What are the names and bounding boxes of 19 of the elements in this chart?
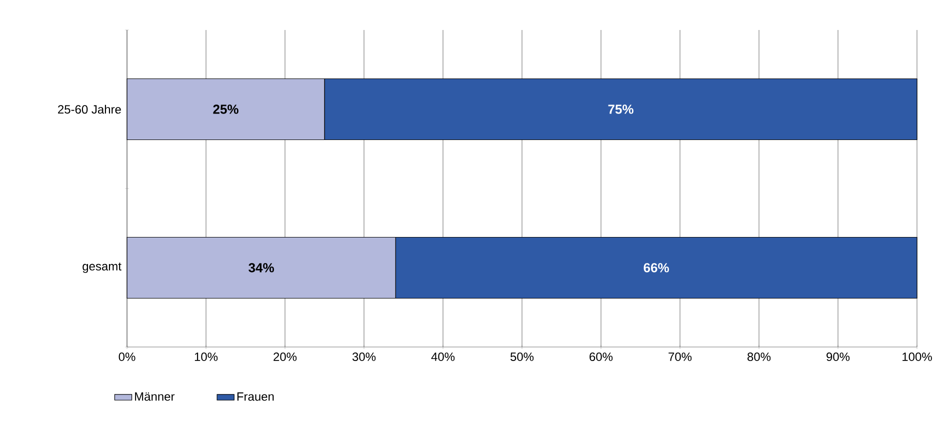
y-tick-label: 25-60 Jahre: [58, 104, 121, 114]
x-tick-label: 60%: [590, 352, 613, 362]
x-tick-label: 70%: [668, 352, 692, 362]
x-tick-label: 0%: [118, 352, 136, 362]
x-tick-label: 90%: [826, 352, 850, 362]
x-tick-label: 50%: [510, 352, 534, 362]
data-label: 34%: [248, 263, 274, 272]
x-tick-label: 10%: [194, 352, 218, 362]
data-label: 66%: [644, 263, 669, 272]
x-tick-label: 30%: [352, 352, 376, 362]
x-tick-label: 80%: [748, 352, 771, 362]
legend-label: Frauen: [237, 392, 274, 401]
data-label: 75%: [608, 104, 634, 114]
data-label: 25%: [213, 104, 238, 114]
legend-label: Männer: [135, 392, 175, 401]
x-tick-label: 40%: [431, 352, 455, 362]
x-tick-label: 20%: [274, 352, 297, 362]
y-tick-label: gesamt: [82, 262, 122, 273]
x-tick-label: 100%: [902, 352, 932, 362]
